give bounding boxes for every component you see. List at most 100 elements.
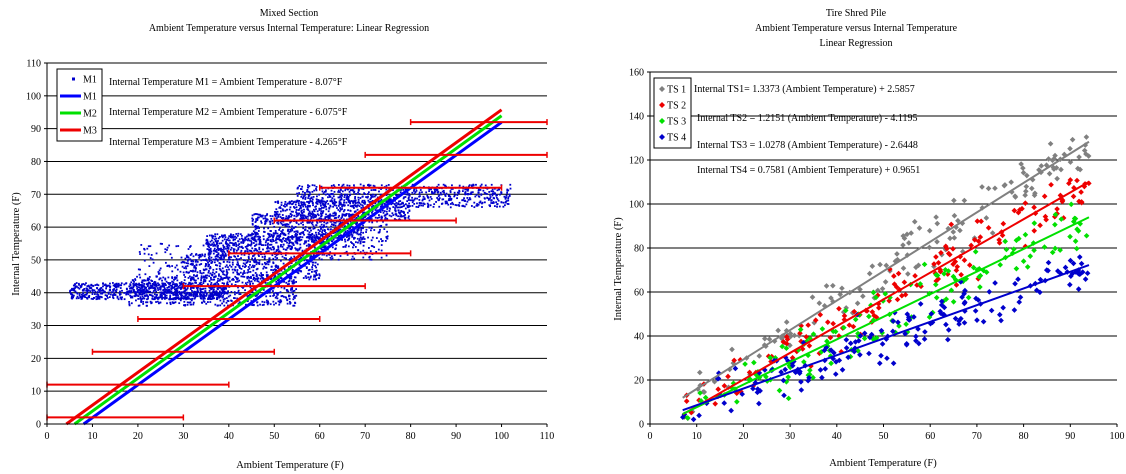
left-scatter-point <box>177 245 180 247</box>
left-scatter-point <box>311 236 313 239</box>
left-scatter-point <box>367 199 370 202</box>
right-scatter-point-ts1 <box>1023 183 1030 190</box>
left-scatter-point <box>357 189 360 192</box>
left-scatter-point <box>145 289 148 291</box>
left-scatter-point <box>310 238 313 241</box>
left-scatter-point <box>477 187 480 190</box>
left-scatter-point <box>279 207 282 210</box>
left-scatter-point <box>129 283 132 286</box>
left-scatter-point <box>251 237 253 240</box>
left-scatter-point <box>254 239 257 242</box>
left-scatter-point <box>187 283 190 286</box>
left-scatter-point <box>150 254 153 256</box>
left-scatter-point <box>120 282 123 285</box>
left-scatter-point <box>139 253 141 255</box>
left-scatter-point <box>259 250 262 253</box>
left-scatter-point <box>355 231 357 234</box>
left-scatter-point <box>265 214 268 217</box>
left-scatter-point <box>148 276 151 278</box>
left-scatter-point <box>413 192 416 195</box>
left-scatter-point <box>79 285 82 287</box>
left-scatter-point <box>275 212 278 215</box>
left-scatter-point <box>306 218 309 221</box>
left-scatter-point <box>312 278 315 281</box>
left-y-tick-label: 110 <box>26 59 41 70</box>
left-scatter-point <box>204 274 207 277</box>
left-scatter-point <box>252 278 255 281</box>
left-scatter-point <box>293 230 296 233</box>
left-scatter-point <box>189 254 192 256</box>
left-scatter-point <box>91 291 94 294</box>
left-scatter-point <box>349 189 352 192</box>
right-scatter-point-ts2 <box>836 333 842 339</box>
left-scatter-point <box>181 282 184 285</box>
left-scatter-point <box>267 227 270 230</box>
left-scatter-point <box>340 193 343 195</box>
left-scatter-point <box>471 191 474 194</box>
right-scatter-point-ts3 <box>779 343 785 350</box>
left-scatter-point <box>271 240 273 243</box>
left-scatter-point <box>251 247 254 250</box>
left-scatter-point <box>324 190 327 193</box>
right-scatter-point-ts4 <box>1062 264 1069 271</box>
left-scatter-point <box>288 276 291 279</box>
left-scatter-point <box>372 204 375 207</box>
left-scatter-point <box>365 231 367 233</box>
left-scatter-point <box>194 294 197 296</box>
left-scatter-point <box>288 241 291 244</box>
left-scatter-point <box>149 300 152 303</box>
left-scatter-point <box>147 279 150 282</box>
left-scatter-point <box>279 291 282 294</box>
left-scatter-point <box>372 184 375 187</box>
left-scatter-point <box>212 252 215 255</box>
left-scatter-point <box>358 227 361 229</box>
left-scatter-point <box>168 290 171 293</box>
left-scatter-point <box>311 238 314 240</box>
left-scatter-point <box>477 203 480 206</box>
left-scatter-point <box>387 198 390 201</box>
right-scatter-point-ts4 <box>868 331 875 338</box>
left-scatter-point <box>296 214 299 217</box>
left-scatter-point <box>138 291 141 294</box>
left-scatter-point <box>457 204 460 206</box>
left-scatter-point <box>246 281 249 284</box>
left-scatter-point <box>340 194 343 197</box>
left-scatter-point <box>252 259 255 262</box>
left-scatter-point <box>487 198 490 201</box>
left-scatter-point <box>277 265 280 268</box>
left-scatter-point <box>407 215 410 218</box>
left-scatter-point <box>321 253 324 256</box>
left-scatter-point <box>284 254 287 257</box>
left-scatter-point <box>294 301 296 304</box>
left-scatter-point <box>496 203 498 206</box>
left-scatter-point <box>205 295 207 297</box>
left-scatter-point <box>380 238 382 240</box>
right-scatter-point-ts4 <box>732 365 739 372</box>
right-scatter-point-ts4 <box>1012 280 1018 287</box>
right-scatter-point-ts3 <box>879 330 885 336</box>
left-scatter-point <box>164 278 167 281</box>
left-scatter-point <box>212 268 215 271</box>
left-scatter-point <box>464 193 467 196</box>
left-scatter-point <box>374 216 377 219</box>
left-scatter-point <box>260 221 263 224</box>
left-scatter-point <box>286 283 289 286</box>
left-scatter-point <box>210 256 213 259</box>
left-scatter-point <box>373 195 376 198</box>
right-scatter-point-ts1 <box>985 185 992 192</box>
left-scatter-point <box>232 242 235 245</box>
left-scatter-point <box>507 189 510 192</box>
left-scatter-point <box>337 235 340 238</box>
right-scatter-point-ts3 <box>1020 258 1027 264</box>
left-scatter-point <box>198 256 201 258</box>
left-scatter-point <box>201 253 204 256</box>
left-scatter-point <box>353 207 355 209</box>
left-scatter-point <box>175 264 178 267</box>
right-scatter-point-ts4 <box>857 332 864 339</box>
right-y-tick-label: 0 <box>639 420 644 431</box>
left-scatter-point <box>188 301 191 304</box>
left-scatter-point <box>357 204 359 207</box>
left-scatter-point <box>346 229 349 232</box>
left-scatter-point <box>227 237 230 240</box>
left-scatter-point <box>322 218 325 221</box>
